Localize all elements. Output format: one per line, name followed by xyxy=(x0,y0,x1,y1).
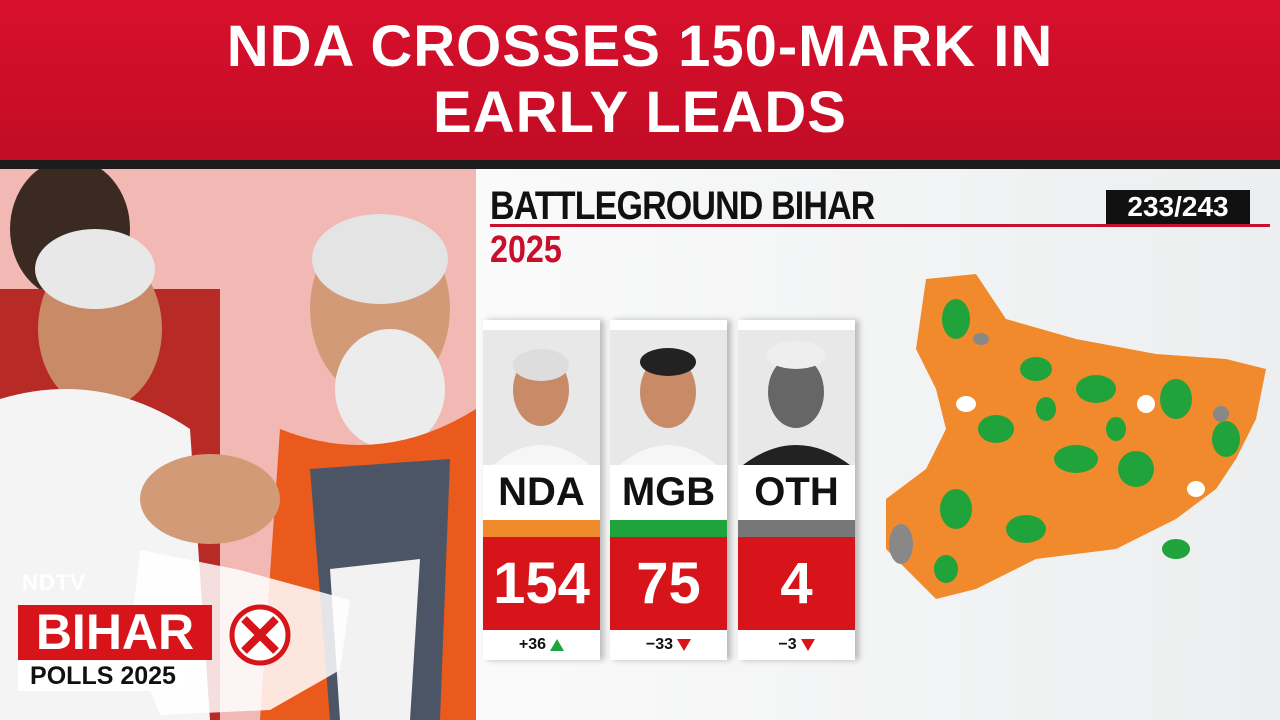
party-name: OTH xyxy=(754,470,839,514)
logo-event: POLLS 2025 xyxy=(18,661,188,691)
leader-photo xyxy=(483,330,600,465)
party-card: OTH 4 −3 xyxy=(738,320,855,660)
seat-change: −3 xyxy=(738,636,855,654)
seat-change: +36 xyxy=(483,636,600,654)
panel-year: 2025 xyxy=(490,229,562,271)
panel-title: BATTLEGROUND BIHAR xyxy=(490,184,875,228)
seats-counted: 233/243 xyxy=(1106,190,1250,224)
seat-change: −33 xyxy=(610,636,727,654)
logo-state: BIHAR xyxy=(18,605,212,660)
change-value: −33 xyxy=(645,636,674,653)
title-rule xyxy=(490,224,1270,227)
change-value: −3 xyxy=(778,636,797,653)
seat-count: 4 xyxy=(738,537,855,630)
map xyxy=(886,274,1266,599)
divider xyxy=(0,160,1280,169)
party-name: MGB xyxy=(621,470,716,514)
party-card: NDA 154 +36 xyxy=(483,320,600,660)
leader-photo xyxy=(738,330,855,465)
change-value: +36 xyxy=(518,636,547,653)
party-name: NDA xyxy=(498,470,585,514)
seat-count: 154 xyxy=(483,537,600,630)
brand: NDTV xyxy=(22,570,86,595)
headline: NDA CROSSES 150-MARK IN EARLY LEADS xyxy=(226,14,1054,145)
party-color xyxy=(483,520,600,537)
header: NDA CROSSES 150-MARK IN EARLY LEADS xyxy=(0,0,1280,160)
leader-photo xyxy=(610,330,727,465)
seat-count: 75 xyxy=(610,537,727,630)
party-color xyxy=(738,520,855,537)
party-color xyxy=(610,520,727,537)
party-card: MGB 75 −33 xyxy=(610,320,727,660)
